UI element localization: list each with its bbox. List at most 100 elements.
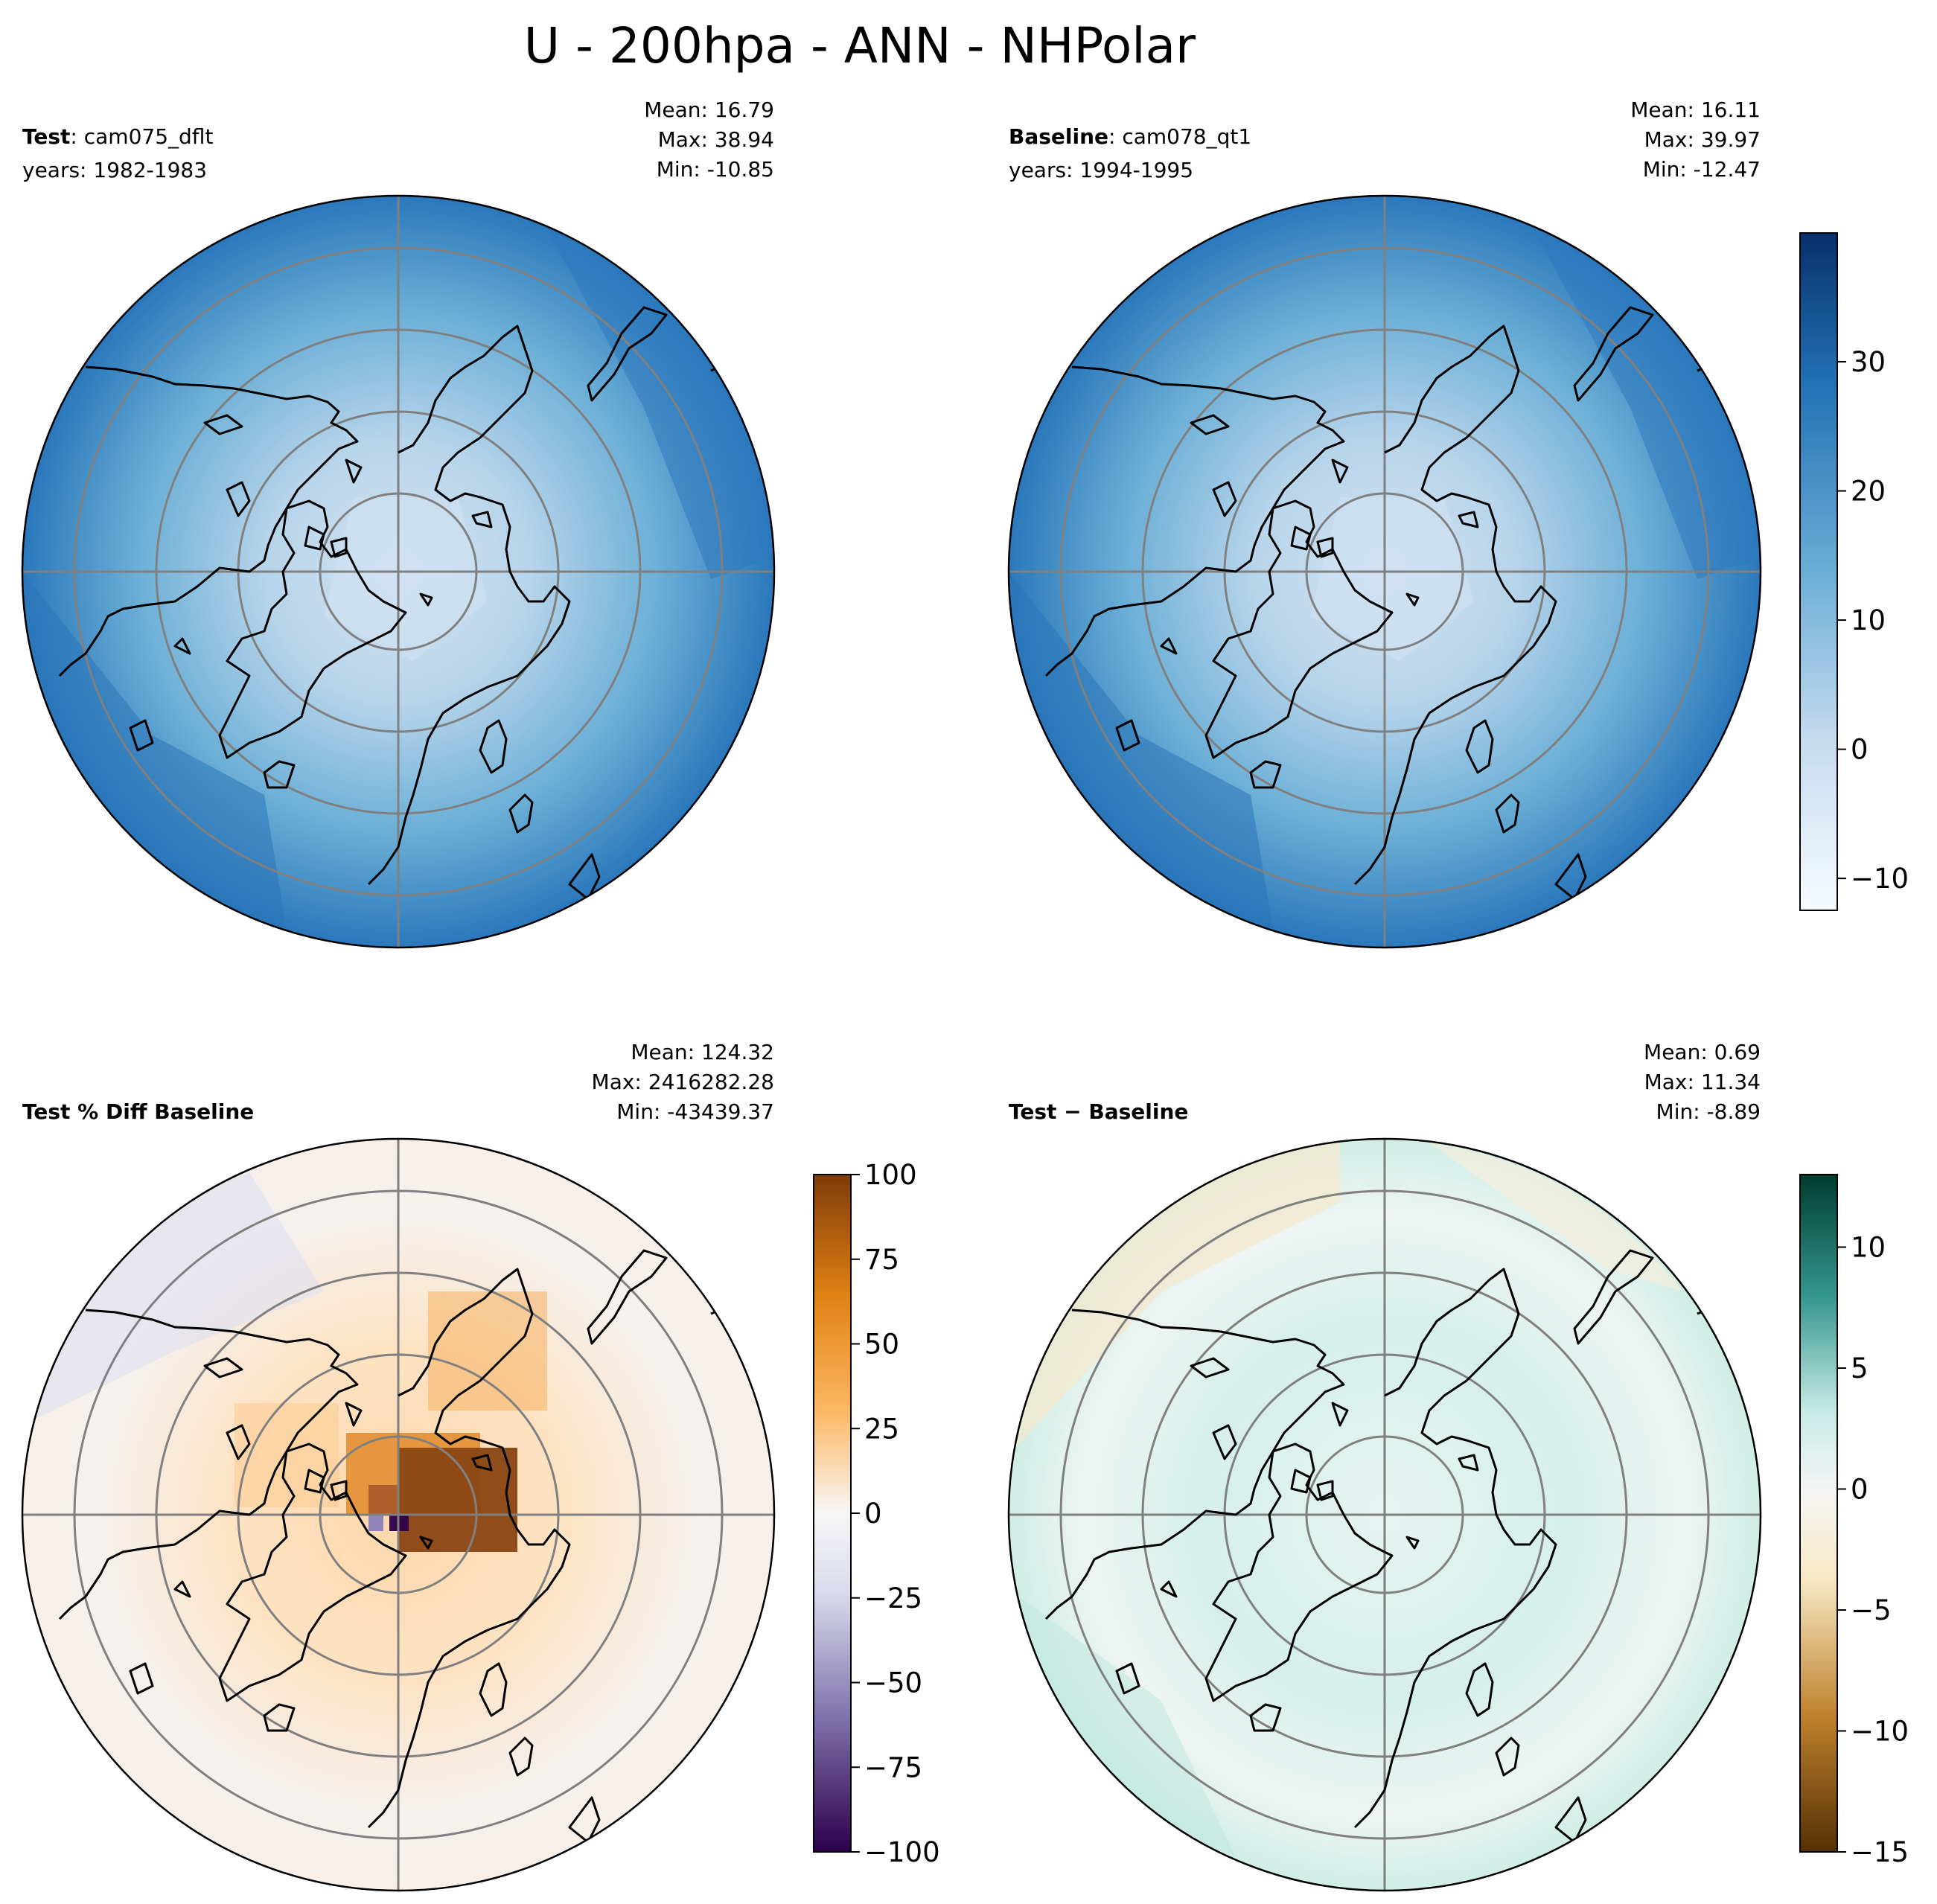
colorbar-tick-label: 0 xyxy=(1851,734,1869,766)
colorbar-tick-label: 30 xyxy=(1851,346,1886,378)
coastline xyxy=(58,1309,359,1620)
coastline xyxy=(173,1580,191,1598)
coastline xyxy=(1458,1454,1479,1472)
coastline xyxy=(1290,525,1312,551)
coastline xyxy=(1554,1796,1587,1844)
colorbar-tick-label: 0 xyxy=(864,1498,882,1530)
colorbar-tick-label: 25 xyxy=(864,1413,899,1445)
panel-baseline-mean: Mean: 16.11 xyxy=(1630,98,1761,122)
map-boundary xyxy=(1007,1137,1762,1892)
coastline xyxy=(1495,793,1520,834)
coastline xyxy=(1405,592,1420,607)
coastline xyxy=(345,459,363,484)
colorbar-diff-ramp xyxy=(1799,1174,1838,1853)
coastline xyxy=(1044,1309,1345,1620)
colorbar-tick-label: −75 xyxy=(864,1751,922,1783)
coastline xyxy=(304,525,325,551)
coastline xyxy=(1212,1424,1237,1460)
colorbar-tick-label: 5 xyxy=(1851,1352,1869,1384)
coastline xyxy=(129,719,154,752)
panel-test-label: Test: cam075_dflt xyxy=(22,124,213,149)
coastline xyxy=(471,1454,493,1472)
panel-test-years: years: 1982-1983 xyxy=(22,158,207,182)
polar-map-pct-diff xyxy=(21,1137,776,1892)
coastline xyxy=(58,365,359,677)
panel-diff: Test − Baseline Mean: 0.69 Max: 11.34 Mi… xyxy=(1007,1040,1762,1892)
colorbar-tick-label: −10 xyxy=(1851,1716,1909,1748)
colorbar-tick-label: 0 xyxy=(1851,1474,1869,1506)
colorbar-tick-label: −5 xyxy=(1851,1594,1892,1626)
colorbar-tick-label: −100 xyxy=(864,1836,940,1868)
panel-diff-mean: Mean: 0.69 xyxy=(1644,1040,1761,1064)
panel-baseline-max: Max: 39.97 xyxy=(1644,127,1761,152)
coastline xyxy=(226,1424,251,1460)
coastline xyxy=(367,1268,571,1829)
panel-baseline-label: Baseline: cam078_qt1 xyxy=(1009,124,1251,149)
polar-map-baseline xyxy=(1007,194,1762,949)
colorbar-tick-label: −10 xyxy=(1851,863,1909,895)
colorbar-pct-ramp xyxy=(813,1174,852,1853)
coastline xyxy=(1115,1662,1140,1695)
coastline xyxy=(1331,1402,1349,1427)
coastline xyxy=(1331,459,1349,484)
colorbar-tick-label: −25 xyxy=(864,1582,922,1614)
coastline xyxy=(710,347,771,372)
panel-diff-label: Test − Baseline xyxy=(1009,1099,1188,1124)
panel-pct-diff-label: Test % Diff Baseline xyxy=(22,1099,254,1124)
coastline xyxy=(1554,853,1587,901)
colorbar-tick-label: 10 xyxy=(1851,604,1886,636)
coastline xyxy=(345,1402,363,1427)
coastline xyxy=(226,481,251,517)
coastline xyxy=(568,853,601,901)
coastline xyxy=(1190,1357,1230,1379)
coastline xyxy=(1458,511,1479,528)
coastline xyxy=(479,1662,508,1717)
coastline xyxy=(1190,414,1230,435)
coastline xyxy=(1405,1536,1420,1550)
coastline xyxy=(203,1357,243,1379)
coastline xyxy=(419,1536,433,1550)
coastline xyxy=(1465,1662,1494,1717)
coastline xyxy=(203,414,243,435)
coastline xyxy=(330,1480,348,1501)
panel-diff-max: Max: 11.34 xyxy=(1644,1070,1761,1094)
panel-diff-min: Min: -8.89 xyxy=(1656,1099,1761,1124)
colorbar-pct: 100 75 50 25 0 −25 −50 −75 −100 xyxy=(813,1159,940,1868)
coastline xyxy=(304,1469,325,1494)
coastline xyxy=(1044,365,1345,677)
coastline xyxy=(1353,1268,1557,1829)
colorbar-diff: 10 5 0 −5 −10 −15 xyxy=(1799,1174,1909,1868)
coastline xyxy=(1697,347,1758,372)
colorbar-tick-label: 50 xyxy=(864,1329,899,1361)
coastline xyxy=(1573,1249,1654,1345)
panel-pct-diff-max: Max: 2416282.28 xyxy=(592,1070,774,1094)
coastline xyxy=(367,325,571,886)
polar-map-diff xyxy=(1007,1137,1762,1892)
colorbar-absolute: 30 20 10 0 −10 xyxy=(1799,232,1909,911)
panel-pct-diff-mean: Mean: 124.32 xyxy=(631,1040,774,1064)
panel-baseline-years: years: 1994-1995 xyxy=(1009,158,1193,182)
coastline xyxy=(587,1249,668,1345)
coastline xyxy=(330,537,348,558)
coastline xyxy=(508,793,534,834)
colorbar-tick-label: 100 xyxy=(864,1159,917,1191)
figure-title: U - 200hpa - ANN - NHPolar xyxy=(524,17,1196,74)
coastline xyxy=(1249,760,1282,789)
coastline xyxy=(568,1796,601,1844)
coastline xyxy=(1465,719,1494,774)
coastline xyxy=(173,637,191,655)
coastline xyxy=(587,306,668,402)
coastline xyxy=(1290,1469,1312,1494)
panel-test-min: Min: -10.85 xyxy=(657,157,774,182)
coastline xyxy=(1249,1703,1282,1732)
coastline xyxy=(1212,481,1237,517)
polar-map-test xyxy=(21,194,776,949)
coastline xyxy=(710,1290,771,1315)
coastline xyxy=(1160,1580,1178,1598)
colorbar-tick-label: −50 xyxy=(864,1667,922,1699)
coastline xyxy=(1697,1290,1758,1315)
panel-pct-diff: Test % Diff Baseline Mean: 124.32 Max: 2… xyxy=(21,1040,776,1892)
colorbar-tick-label: 20 xyxy=(1851,476,1886,508)
colorbar-tick-label: 75 xyxy=(864,1244,899,1276)
